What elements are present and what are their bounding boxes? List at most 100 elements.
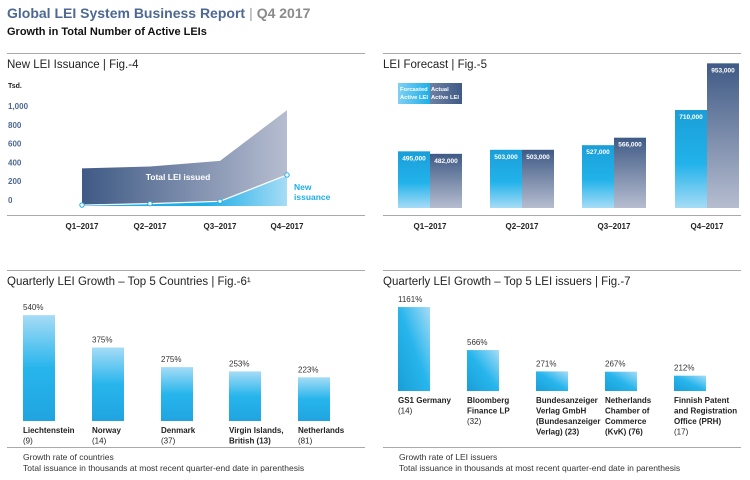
divider: [383, 53, 741, 54]
category-label: (Bundesanzeiger: [536, 417, 600, 426]
x-tick-label: Q4–2017: [691, 222, 724, 231]
fig7-title: Quarterly LEI Growth – Top 5 LEI issuers…: [383, 276, 631, 288]
forecast-value-label: 495,000: [402, 155, 426, 162]
category-label: Bloomberg: [467, 396, 509, 405]
report-period: Q4 2017: [256, 5, 311, 21]
actual-value-label: 566,000: [618, 142, 642, 149]
category-label: Denmark: [161, 426, 196, 435]
x-tick-label: Q3–2017: [204, 222, 237, 231]
divider: [383, 447, 741, 448]
growth-bar: [605, 371, 637, 391]
actual-value-label: 482,000: [434, 158, 458, 165]
category-label: (14): [398, 407, 413, 416]
y-tick-label: 200: [8, 177, 22, 186]
new-issuance-point: [284, 172, 290, 178]
category-label: Norway: [92, 426, 121, 435]
category-label: (81): [298, 437, 313, 446]
category-label: Liechtenstein: [23, 426, 75, 435]
new-issuance-line: [81, 174, 288, 206]
growth-bar: [674, 375, 706, 391]
category-label: and Registration: [674, 407, 737, 416]
forecast-value-label: 527,000: [586, 149, 610, 156]
page-subtitle: Growth in Total Number of Active LEIs: [7, 26, 207, 38]
bar-value-label: 223%: [298, 365, 318, 374]
bar-value-label: 566%: [467, 338, 487, 347]
bar-value-label: 1161%: [398, 295, 422, 304]
legend-line: Active LEI: [431, 95, 459, 101]
category-label: Office (PRH): [674, 417, 721, 426]
forecast-value-label: 710,000: [679, 114, 703, 121]
x-tick-label: Q1–2017: [66, 222, 99, 231]
bar-value-label: 275%: [161, 355, 181, 364]
x-tick-label: Q1–2017: [414, 222, 447, 231]
bar-value-label: 540%: [23, 303, 43, 312]
y-tick-label: 600: [8, 140, 22, 149]
actual-bar: [707, 63, 739, 208]
title-separator: |: [249, 5, 253, 21]
total-lei-area: [82, 110, 287, 206]
forecast-bar: [582, 145, 614, 208]
x-tick-label: Q2–2017: [134, 222, 167, 231]
divider: [7, 53, 365, 54]
growth-bar: [536, 371, 568, 391]
fig4-title: New LEI Issuance | Fig.-4: [7, 59, 139, 71]
total-lei-series-label: Total LEI issued: [146, 172, 211, 182]
divider: [7, 270, 365, 271]
new-issuance-point: [217, 198, 223, 205]
fig6-note-2: Total issuance in thousands at most rece…: [23, 463, 305, 473]
category-label: Commerce: [605, 417, 647, 426]
x-tick-label: Q3–2017: [598, 222, 631, 231]
y-tick-label: 400: [8, 158, 22, 167]
forecast-bar: [398, 151, 430, 208]
forecast-value-label: 503,000: [494, 154, 518, 161]
forecast-bar: [675, 110, 707, 208]
new-issuance-point: [79, 202, 85, 208]
growth-bar: [398, 307, 430, 391]
divider: [7, 447, 365, 448]
legend-box: [398, 83, 462, 104]
actual-bar: [430, 153, 462, 208]
bar-value-label: 253%: [229, 359, 249, 368]
category-label: Verlag GmbH: [536, 407, 586, 416]
category-label: (KvK) (76): [605, 428, 643, 437]
y-axis-unit-label: Tsd.: [8, 83, 22, 90]
growth-bar: [92, 347, 124, 421]
fig7-note-2: Total issuance in thousands at most rece…: [399, 463, 681, 473]
legend-entry: Forcasted Active LEI: [400, 87, 428, 101]
report-title: Global LEI System Business Report | Q4 201…: [7, 5, 310, 21]
bar-value-label: 271%: [536, 359, 556, 368]
fig7-note-1: Growth rate of LEI issuers: [399, 452, 498, 462]
x-tick-label: Q4–2017: [271, 222, 304, 231]
divider: [383, 270, 741, 271]
fig5-title: LEI Forecast | Fig.-5: [383, 59, 487, 71]
y-tick-label: 800: [8, 121, 22, 130]
actual-value-label: 953,000: [711, 67, 735, 74]
actual-value-label: 503,000: [526, 154, 550, 161]
x-tick-label: Q2–2017: [506, 222, 539, 231]
legend-line: Actual: [431, 87, 449, 93]
divider: [383, 215, 741, 216]
new-issuance-series-label: New issuance: [294, 182, 331, 202]
growth-bar: [229, 371, 261, 421]
series-label-line: issuance: [294, 192, 331, 202]
category-label: Virgin Islands,: [229, 426, 284, 435]
actual-bar: [522, 149, 554, 208]
category-label: Chamber of: [605, 407, 650, 416]
series-label-line: New: [294, 182, 312, 192]
fig6-title: Quarterly LEI Growth – Top 5 Countries |…: [7, 276, 251, 288]
new-issuance-area: [82, 174, 287, 206]
report-title-text: Global LEI System Business Report: [7, 5, 246, 21]
growth-bar: [23, 315, 55, 421]
category-label: Netherlands: [298, 426, 345, 435]
category-label: (37): [161, 437, 176, 446]
category-label: British (13): [229, 437, 271, 446]
fig6-note-1: Growth rate of countries: [23, 452, 114, 462]
category-label: Netherlands: [605, 396, 652, 405]
bar-value-label: 375%: [92, 336, 112, 345]
actual-bar: [614, 137, 646, 208]
legend-entry: Actual Active LEI: [431, 87, 459, 101]
category-label: Verlag) (23): [536, 428, 579, 437]
new-issuance-point: [147, 200, 153, 207]
bar-value-label: 212%: [674, 364, 694, 373]
